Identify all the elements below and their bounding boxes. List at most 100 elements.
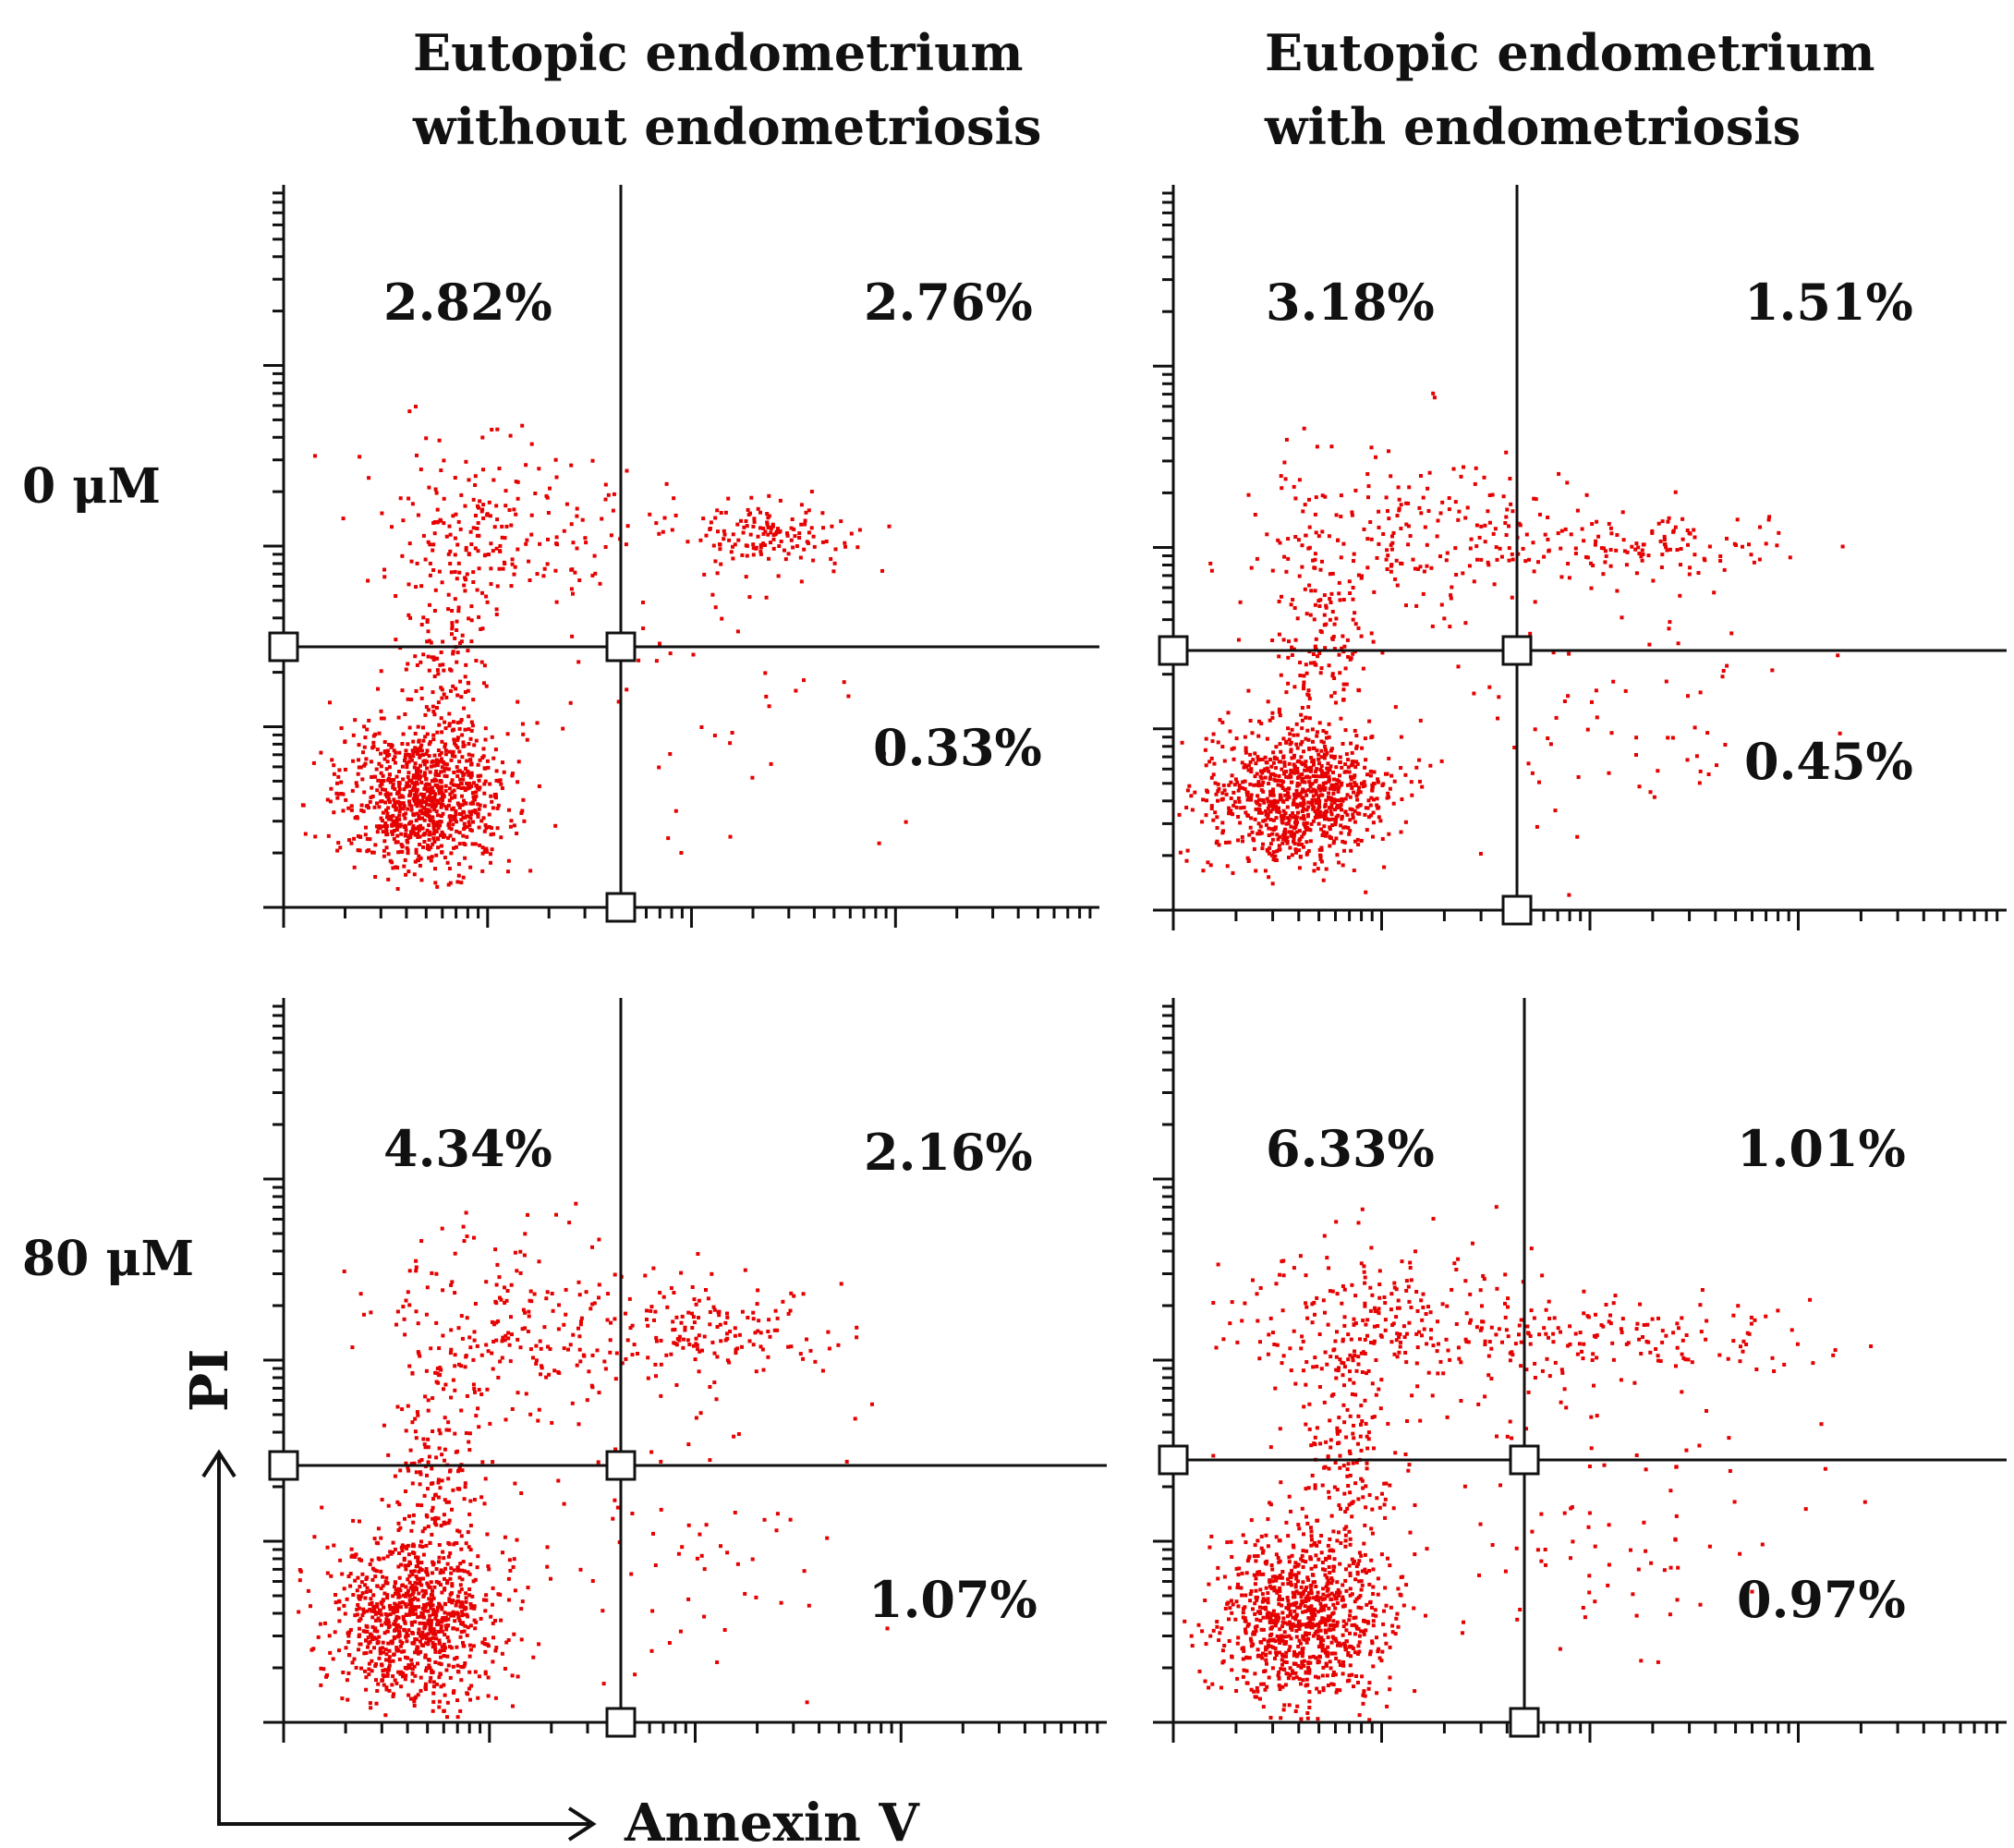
event-dot xyxy=(459,1630,464,1635)
event-dot xyxy=(566,1347,570,1352)
event-dot xyxy=(1268,842,1273,846)
event-dot xyxy=(1207,760,1212,764)
event-dot xyxy=(487,812,491,817)
event-dot xyxy=(1679,563,1682,567)
event-dot xyxy=(643,1273,648,1278)
event-dot xyxy=(1232,799,1237,804)
event-dot xyxy=(728,834,733,839)
event-dot xyxy=(1440,500,1445,505)
event-dot xyxy=(362,1651,367,1656)
event-dot xyxy=(407,1303,412,1307)
event-dot xyxy=(808,1348,813,1353)
event-dot xyxy=(698,1532,702,1537)
event-dot xyxy=(434,1613,439,1618)
event-dot xyxy=(1694,754,1699,759)
event-dot xyxy=(404,1591,408,1596)
event-dot xyxy=(1268,800,1273,805)
event-dot xyxy=(435,1623,440,1627)
event-dot xyxy=(476,762,480,767)
event-dot xyxy=(1729,631,1734,636)
event-dot xyxy=(685,540,690,544)
event-dot xyxy=(424,1567,429,1571)
event-dot xyxy=(719,511,723,515)
event-dot xyxy=(455,736,460,740)
event-dot xyxy=(363,833,368,837)
event-dot xyxy=(392,778,396,782)
event-dot xyxy=(440,1644,444,1648)
event-dot xyxy=(442,1513,446,1517)
event-dot xyxy=(526,1330,530,1333)
event-dot xyxy=(374,767,379,772)
event-dot xyxy=(1256,794,1260,798)
event-dot xyxy=(369,760,373,764)
event-dot xyxy=(740,553,745,557)
event-dot xyxy=(401,777,406,782)
event-dot xyxy=(370,1577,375,1582)
event-dot xyxy=(385,1672,390,1676)
event-dot xyxy=(535,572,540,577)
event-dot xyxy=(381,773,385,778)
event-dot xyxy=(1371,834,1375,839)
event-dot xyxy=(467,1654,472,1659)
event-dot xyxy=(1286,655,1291,660)
event-dot xyxy=(522,1253,527,1258)
event-dot xyxy=(1323,833,1328,838)
event-dot xyxy=(477,825,481,830)
event-dot xyxy=(416,1693,420,1697)
event-dot xyxy=(485,600,490,604)
event-dot xyxy=(1245,856,1250,860)
event-dot xyxy=(1386,509,1389,513)
event-dot xyxy=(356,848,360,853)
event-dot xyxy=(429,819,433,823)
event-dot xyxy=(449,1646,454,1650)
event-dot xyxy=(1284,437,1289,442)
event-dot xyxy=(1319,748,1324,753)
event-dot xyxy=(1451,467,1456,471)
event-dot xyxy=(1487,685,1492,689)
event-dot xyxy=(1266,1591,1270,1596)
event-dot xyxy=(789,538,794,542)
event-dot xyxy=(341,808,346,813)
column-title-right-line2: with endometriosis xyxy=(1264,97,1801,156)
event-dot xyxy=(454,687,458,691)
event-dot xyxy=(334,1600,338,1605)
event-dot xyxy=(455,746,460,750)
event-dot xyxy=(386,877,391,881)
event-dot xyxy=(1220,720,1225,724)
event-dot xyxy=(399,1545,404,1550)
event-dot xyxy=(1334,616,1339,621)
event-dot xyxy=(463,786,467,791)
event-dot xyxy=(334,791,339,796)
event-dot xyxy=(403,1563,407,1568)
event-dot xyxy=(735,522,740,527)
event-dot xyxy=(419,792,423,796)
event-dot xyxy=(1680,517,1685,521)
event-dot xyxy=(352,836,357,841)
event-dot xyxy=(783,557,788,562)
event-dot xyxy=(384,767,389,772)
event-dot xyxy=(399,1684,404,1689)
event-dot xyxy=(1365,772,1369,777)
event-dot xyxy=(1292,839,1295,844)
event-dot xyxy=(1320,529,1325,534)
event-dot xyxy=(1424,1613,1427,1618)
event-dot xyxy=(588,1307,593,1311)
event-dot xyxy=(439,1368,443,1372)
event-dot xyxy=(1318,1639,1323,1644)
event-dot xyxy=(476,1406,480,1411)
event-dot xyxy=(441,793,445,797)
event-dot xyxy=(1335,803,1340,808)
event-dot xyxy=(475,1343,479,1348)
event-dot xyxy=(1400,797,1404,801)
event-dot xyxy=(1353,781,1357,785)
event-dot xyxy=(1299,801,1304,806)
event-dot xyxy=(439,844,443,848)
event-dot xyxy=(1253,1543,1257,1548)
event-dot xyxy=(1594,688,1598,693)
event-dot xyxy=(659,1338,663,1343)
event-dot xyxy=(447,1599,452,1603)
event-dot xyxy=(1318,768,1323,772)
event-dot xyxy=(488,1421,492,1426)
event-dot xyxy=(406,1693,411,1697)
event-dot xyxy=(1296,794,1301,798)
